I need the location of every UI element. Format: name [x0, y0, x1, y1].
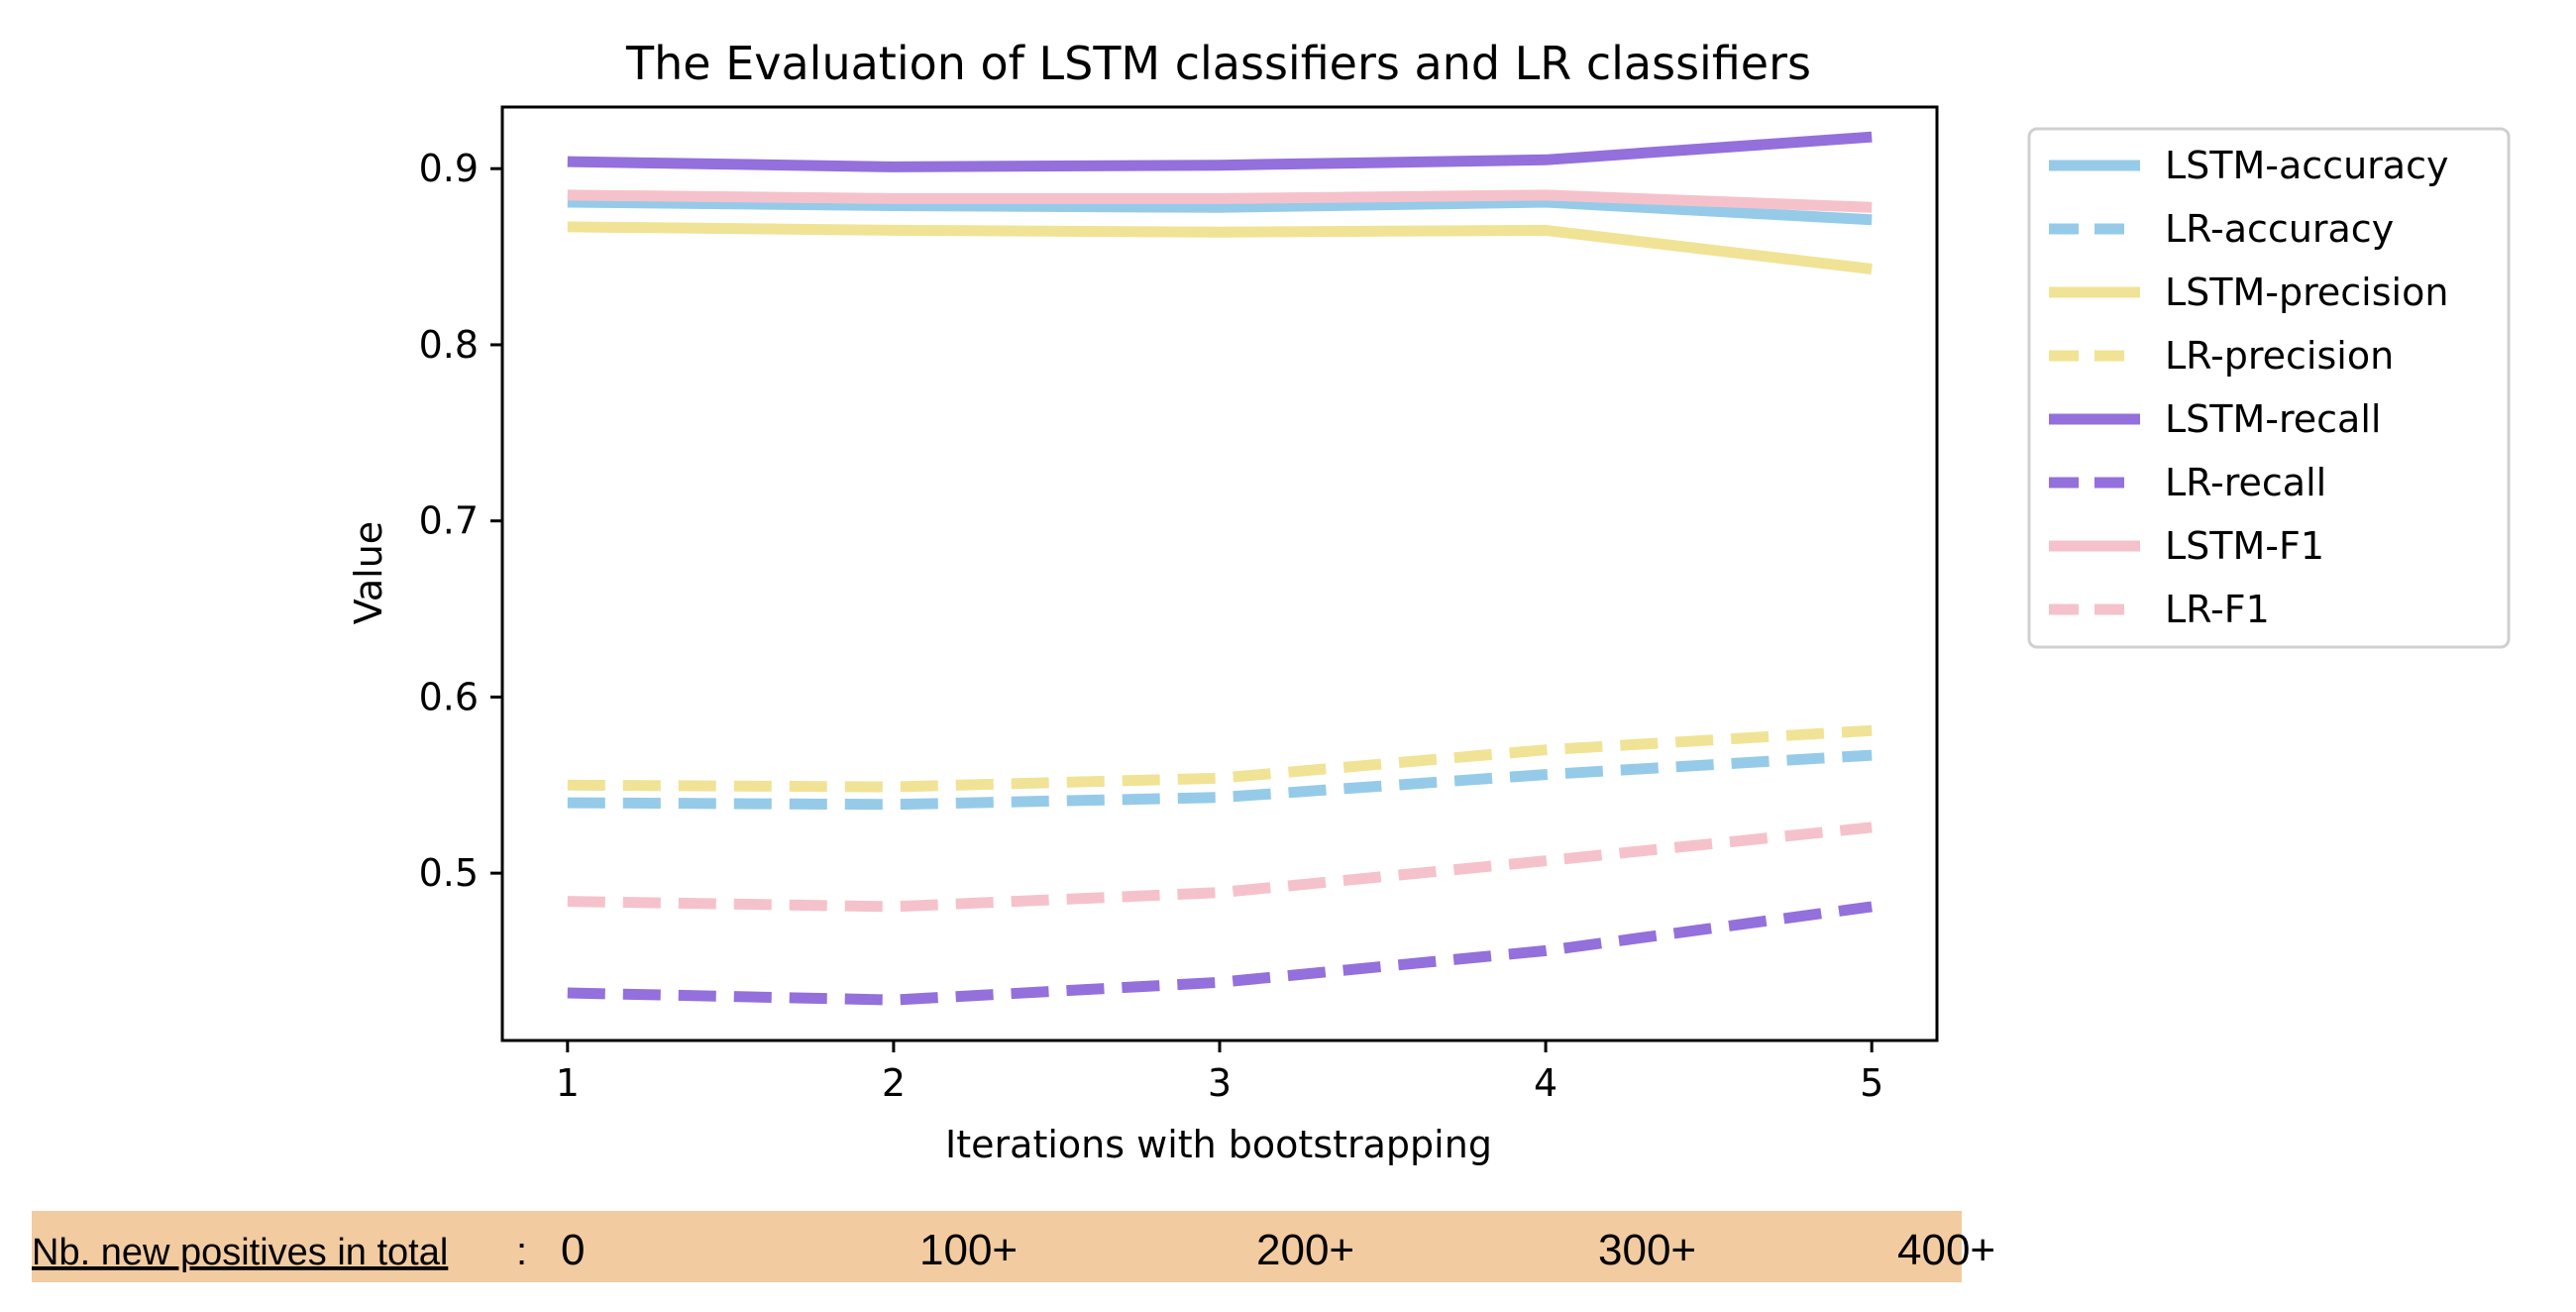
legend-label-lstm-f1: LSTM-F1: [2165, 524, 2324, 568]
series-line-lstm-f1: [567, 189, 1873, 213]
positives-annotation: Nb. new positives in total : 0 100+ 200+ 30…: [32, 1211, 1995, 1282]
series-line-lr-accuracy: [567, 749, 1873, 811]
y-tick-label: 0.5: [419, 851, 479, 895]
y-tick-label: 0.6: [419, 675, 479, 718]
legend-label-lr-accuracy: LR-accuracy: [2165, 207, 2394, 251]
series-line-lr-f1: [567, 821, 1873, 913]
series-line-lstm-precision: [567, 221, 1873, 274]
annotation-label: Nb. new positives in total: [32, 1232, 448, 1273]
legend-label-lstm-precision: LSTM-precision: [2165, 271, 2448, 314]
y-axis: 0.5 0.6 0.7 0.8 0.9: [419, 147, 502, 895]
series-line-lr-precision: [567, 724, 1873, 793]
x-tick-label: 4: [1534, 1061, 1557, 1105]
x-tick-label: 5: [1860, 1061, 1883, 1105]
series-line-lstm-accuracy: [567, 196, 1873, 226]
x-tick-label: 2: [882, 1061, 906, 1105]
legend-label-lstm-accuracy: LSTM-accuracy: [2165, 144, 2448, 187]
series-line-lstm-recall: [567, 131, 1873, 172]
y-axis-label: Value: [347, 521, 390, 624]
annotation-background: [32, 1211, 1962, 1282]
legend-label-lstm-recall: LSTM-recall: [2165, 397, 2381, 441]
y-tick-label: 0.9: [419, 147, 479, 190]
annotation-value: 400+: [1897, 1226, 1995, 1274]
legend-box: [2027, 127, 2511, 649]
x-axis: 1 2 3 4 5: [556, 1040, 1883, 1105]
x-tick-label: 1: [556, 1061, 580, 1105]
annotation-separator: :: [516, 1230, 527, 1273]
legend-label-lr-precision: LR-precision: [2165, 334, 2394, 378]
x-axis-label: Iterations with bootstrapping: [945, 1123, 1492, 1166]
x-tick-label: 3: [1208, 1061, 1232, 1105]
legend: LSTM-accuracy LR-accuracy LSTM-precision LR…: [2027, 127, 2511, 649]
annotation-value: 100+: [919, 1226, 1018, 1274]
series-line-lr-recall: [567, 901, 1873, 1006]
y-tick-label: 0.7: [419, 499, 479, 543]
annotation-value: 0: [561, 1226, 585, 1274]
annotation-value: 300+: [1598, 1226, 1696, 1274]
y-tick-label: 0.8: [419, 323, 479, 367]
plot-area: [567, 131, 1873, 1006]
annotation-value: 200+: [1256, 1226, 1354, 1274]
chart-title: The Evaluation of LSTM classifiers and L…: [625, 37, 1811, 90]
legend-label-lr-f1: LR-F1: [2165, 588, 2270, 631]
legend-label-lr-recall: LR-recall: [2165, 461, 2326, 504]
